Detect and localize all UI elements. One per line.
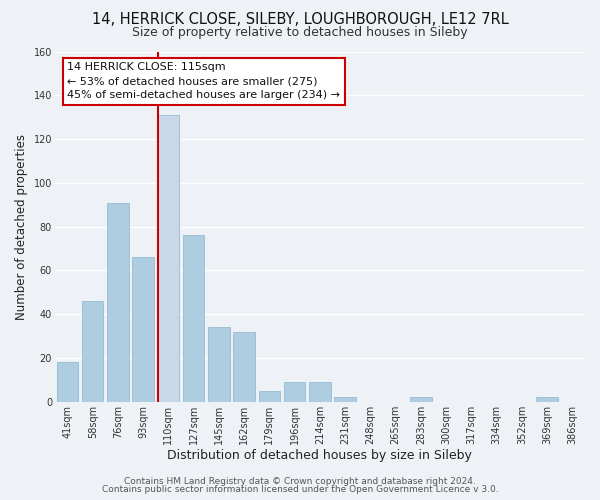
Bar [410,398,431,402]
Text: Contains public sector information licensed under the Open Government Licence v : Contains public sector information licen… [101,485,499,494]
Bar [309,382,331,402]
Bar [334,398,356,402]
Text: Contains HM Land Registry data © Crown copyright and database right 2024.: Contains HM Land Registry data © Crown c… [124,477,476,486]
Bar [233,332,255,402]
Bar [536,398,558,402]
Bar [57,362,78,402]
Text: 14 HERRICK CLOSE: 115sqm
← 53% of detached houses are smaller (275)
45% of semi-: 14 HERRICK CLOSE: 115sqm ← 53% of detach… [67,62,340,100]
Bar [284,382,305,402]
Bar [183,236,205,402]
Bar [82,301,103,402]
X-axis label: Distribution of detached houses by size in Sileby: Distribution of detached houses by size … [167,450,472,462]
Y-axis label: Number of detached properties: Number of detached properties [15,134,28,320]
Bar [259,391,280,402]
Bar [158,115,179,402]
Text: 14, HERRICK CLOSE, SILEBY, LOUGHBOROUGH, LE12 7RL: 14, HERRICK CLOSE, SILEBY, LOUGHBOROUGH,… [92,12,508,28]
Text: Size of property relative to detached houses in Sileby: Size of property relative to detached ho… [132,26,468,39]
Bar [133,258,154,402]
Bar [107,202,128,402]
Bar [208,328,230,402]
